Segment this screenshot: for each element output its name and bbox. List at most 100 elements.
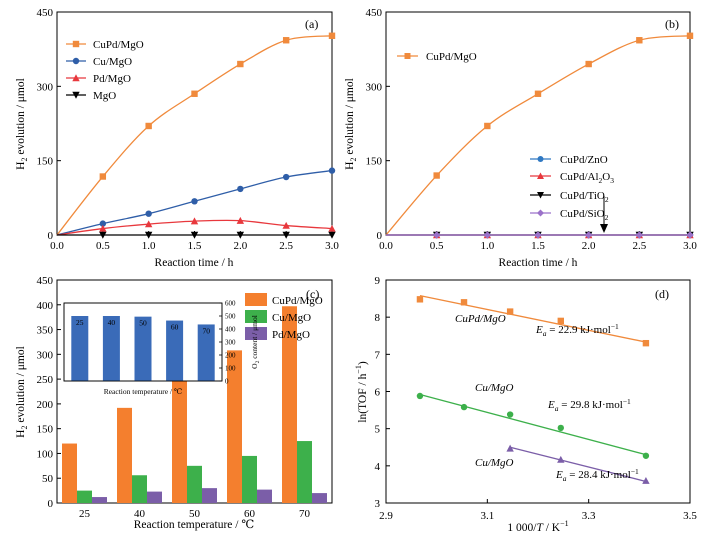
- a-point: [191, 198, 198, 205]
- d-ytick-label: 8: [375, 312, 381, 324]
- legend-label-cupd-sio2: CuPd/SiO2: [560, 208, 609, 222]
- a-point: [145, 122, 152, 130]
- a-xtick-label: 0.0: [50, 240, 64, 252]
- d-fit-line: [509, 446, 647, 483]
- a-point: [328, 32, 336, 39]
- d-xtick-label: 3.5: [683, 510, 697, 522]
- c-legend-label: CuPd/MgO: [272, 295, 323, 307]
- a-point: [99, 173, 107, 180]
- panel-b-ylabel: H2 evolution / μmol: [344, 78, 358, 170]
- legend-label-cupd-al2o3: CuPd/Al2O3: [560, 171, 614, 185]
- c-xtick-label: 25: [79, 508, 91, 520]
- inset-bar: [102, 316, 120, 381]
- d-point: [416, 296, 424, 303]
- inset-bar-label: 25: [76, 318, 84, 327]
- panel-c-xlabel: Reaction temperature / ℃: [134, 519, 255, 531]
- panel-c-ylabel: H2 evolution / μmol: [15, 346, 29, 438]
- a-point: [99, 224, 107, 232]
- legend-marker: [72, 40, 80, 48]
- d-point: [506, 411, 514, 418]
- panel-a-tag: (a): [305, 17, 318, 31]
- inset-ytick-label: 100: [225, 365, 236, 373]
- inset-bar: [197, 324, 215, 381]
- legend-marker: [72, 74, 80, 82]
- c-ytick-label: 450: [37, 275, 54, 287]
- d-fit-line: [419, 294, 647, 343]
- b-xtick-label: 1.5: [531, 240, 545, 252]
- inset-border: [63, 302, 223, 382]
- d-point: [557, 317, 564, 325]
- c-bar: [242, 455, 257, 503]
- a-point: [144, 231, 153, 239]
- a-xtick-label: 1.0: [142, 240, 156, 252]
- c-ytick-label: 200: [37, 399, 54, 411]
- a-xtick-label: 3.0: [325, 240, 339, 252]
- c-ytick-label: 250: [37, 374, 54, 386]
- a-point: [282, 231, 290, 239]
- legend-marker-cupd-tio2: [537, 192, 544, 199]
- b-point: [484, 122, 491, 130]
- d-point: [642, 339, 650, 347]
- b-xtick-label: 0.5: [430, 240, 444, 252]
- c-bar: [282, 306, 297, 503]
- inset-bar: [71, 316, 89, 381]
- d-ytick-label: 3: [375, 498, 381, 510]
- panel-b-frame: [385, 11, 691, 236]
- b-point: [483, 231, 492, 239]
- a-point: [282, 37, 290, 44]
- panel-b-xlabel: Reaction time / h: [499, 257, 578, 269]
- b-point: [585, 60, 592, 68]
- c-bar: [92, 497, 107, 503]
- c-bar: [77, 490, 92, 503]
- b-point: [635, 231, 644, 239]
- c-bar: [202, 488, 217, 503]
- c-bar: [117, 407, 132, 503]
- c-bar: [227, 350, 242, 503]
- d-series1-name: CuPd/MgO: [455, 313, 506, 325]
- legend-marker-cupd-mgo: [404, 53, 411, 59]
- inset-bar-label: 60: [171, 323, 179, 332]
- legend-label-cupd-tio2: CuPd/TiO2: [560, 190, 609, 204]
- d-point: [416, 392, 424, 400]
- c-bar: [172, 376, 187, 503]
- b-point: [433, 172, 440, 179]
- b-point: [686, 231, 694, 239]
- legend-label: MgO: [93, 90, 116, 102]
- d-fit-line: [419, 393, 647, 456]
- a-xtick-label: 2.5: [279, 240, 293, 252]
- b-point: [534, 231, 542, 239]
- c-ytick-label: 350: [37, 325, 54, 337]
- d-point: [642, 477, 650, 484]
- inset-bar-label: 70: [202, 326, 210, 335]
- c-bar: [187, 465, 202, 503]
- c-legend-swatch: [245, 310, 267, 323]
- a-xtick-label: 1.5: [188, 240, 202, 252]
- panel-a: (a) 0.0 0.5 1.0 1.5 2.0 2.5 3.0 0 150 300 450 CuPd…: [15, 7, 339, 269]
- a-point: [282, 221, 290, 229]
- c-legend-label: Pd/MgO: [272, 329, 310, 341]
- b-xtick-label: 0.0: [379, 240, 393, 252]
- inset-bar-label: 40: [108, 318, 116, 327]
- inset-ytick-label: 300: [225, 339, 236, 347]
- panel-a-ylabel: H2 evolution / μmol: [15, 78, 29, 170]
- a-xtick-label: 2.0: [233, 240, 247, 252]
- c-xtick-label: 40: [134, 508, 146, 520]
- d-point: [557, 455, 565, 463]
- d-xtick-label: 3.3: [582, 510, 596, 522]
- d-series2-name: Cu/MgO: [475, 382, 514, 394]
- d-series3-name: Cu/MgO: [475, 457, 514, 469]
- c-bar: [312, 493, 327, 503]
- inset-xlabel: Reaction temperature / ℃: [104, 387, 183, 396]
- a-point: [99, 220, 107, 227]
- d-series1-ea: Ea = 22.9 kJ·mol−1: [535, 322, 619, 338]
- a-point: [190, 231, 199, 239]
- legend-marker: [72, 91, 80, 99]
- c-ytick-label: 100: [37, 448, 54, 460]
- b-xtick-label: 2.0: [582, 240, 596, 252]
- b-xtick-label: 2.5: [632, 240, 646, 252]
- inset-ytick-label: 400: [225, 326, 236, 334]
- d-point: [642, 452, 650, 459]
- a-ytick-label: 300: [37, 81, 54, 93]
